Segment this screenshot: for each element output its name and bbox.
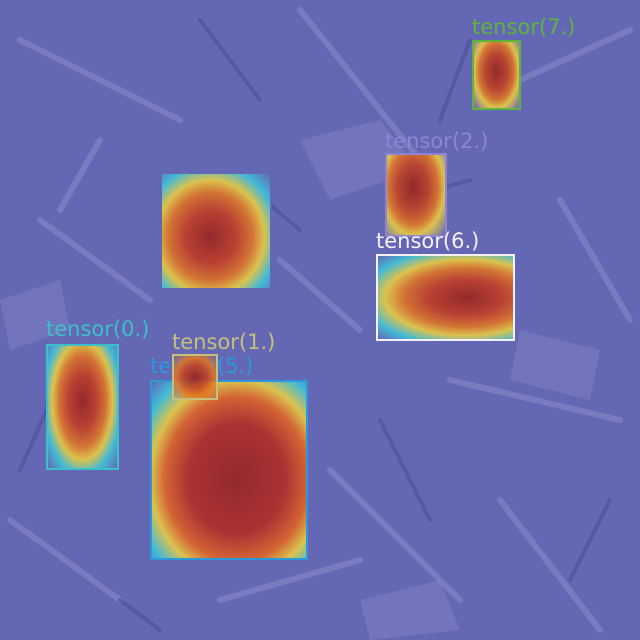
detection-box-0 <box>46 344 119 470</box>
detection-label-2: tensor(2.) <box>385 129 489 153</box>
detection-label-1: tensor(1.) <box>172 330 276 354</box>
detection-box-8 <box>160 172 272 290</box>
detection-label-7: tensor(7.) <box>472 15 576 39</box>
heatmap-2 <box>387 155 445 235</box>
heatmap-5 <box>152 382 306 558</box>
detection-box-5 <box>150 380 308 560</box>
detection-label-8: tensor(8.) <box>160 145 264 169</box>
heatmap-8 <box>162 174 270 288</box>
heatmap-0 <box>48 346 117 468</box>
detection-box-1 <box>172 354 218 400</box>
heatmap-7 <box>474 42 519 108</box>
detection-box-6 <box>376 254 515 341</box>
detection-box-2 <box>385 153 447 237</box>
heatmap-1 <box>174 356 216 398</box>
detection-label-6: tensor(6.) <box>376 229 480 253</box>
heatmap-6 <box>378 256 513 339</box>
detection-label-0: tensor(0.) <box>46 317 150 341</box>
detection-box-7 <box>472 40 521 110</box>
